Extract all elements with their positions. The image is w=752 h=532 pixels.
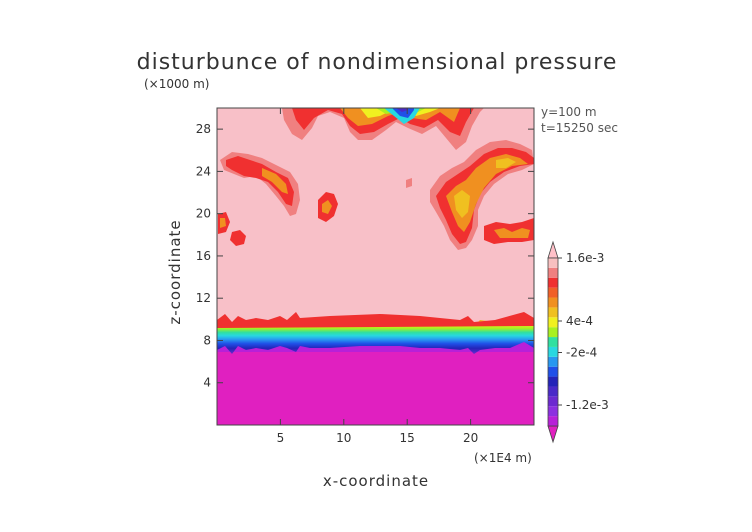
colorbar-swatch xyxy=(548,317,558,328)
colorbar-label: -1.2e-3 xyxy=(566,398,609,412)
y-tick-label: 20 xyxy=(196,207,211,221)
y-tick-label: 4 xyxy=(203,376,211,390)
colorbar-swatch xyxy=(548,386,558,397)
colorbar-swatch xyxy=(548,277,558,288)
region-top-center-blob xyxy=(282,108,484,150)
x-tick-label: 15 xyxy=(400,431,415,445)
colorbar-label: -2e-4 xyxy=(566,346,597,360)
colorbar-arrow-bottom xyxy=(547,425,559,444)
colorbar-arrow-top xyxy=(547,240,559,259)
y-axis-title: z-coordinate xyxy=(166,219,184,324)
colorbar-swatch xyxy=(548,258,558,268)
x-tick-label: 5 xyxy=(277,431,285,445)
colorbar-swatch xyxy=(548,267,558,278)
colorbar-label: 4e-4 xyxy=(566,314,593,328)
region-upper-background xyxy=(217,108,534,324)
colorbar-swatch xyxy=(548,337,558,347)
x-tick-label: 20 xyxy=(463,431,478,445)
colorbar-swatch xyxy=(548,297,558,308)
x-unit-label: (×1E4 m) xyxy=(474,451,532,465)
colorbar: 1.6e-3 4e-4 -2e-4 -1.2e-3 xyxy=(547,240,609,444)
colorbar-swatch xyxy=(548,376,558,387)
annotation-y: y=100 m xyxy=(541,105,597,119)
colorbar-label: 1.6e-3 xyxy=(566,251,604,265)
colorbar-swatch xyxy=(548,327,558,338)
x-tick-label: 10 xyxy=(336,431,351,445)
colorbar-swatch xyxy=(548,366,558,377)
region-upper-right-arc xyxy=(430,140,534,250)
y-axis: 4 8 12 16 20 24 28 xyxy=(196,122,534,390)
annotation-t: t=15250 sec xyxy=(541,121,618,135)
y-tick-label: 16 xyxy=(196,249,211,263)
y-tick-label: 8 xyxy=(203,333,211,347)
colorbar-swatch xyxy=(548,396,558,407)
x-axis-title: x-coordinate xyxy=(323,472,429,490)
y-tick-label: 12 xyxy=(196,291,211,305)
colorbar-swatch xyxy=(548,406,558,417)
colorbar-frame xyxy=(547,257,559,427)
region-band-top-red xyxy=(217,312,534,328)
region-upper-left-patches xyxy=(218,152,412,246)
plot-frame xyxy=(216,107,535,426)
heatmap-field xyxy=(217,108,534,425)
region-lower-troposphere xyxy=(217,345,534,425)
colorbar-swatch xyxy=(548,287,558,298)
z-unit-label: (×1000 m) xyxy=(144,77,209,91)
colorbar-swatch xyxy=(548,356,558,367)
x-axis: 5 10 15 20 xyxy=(277,108,478,445)
chart-title: disturbunce of nondimensional pressure xyxy=(137,50,618,75)
colorbar-swatch xyxy=(548,307,558,318)
colorbar-swatch xyxy=(548,416,558,426)
y-tick-label: 28 xyxy=(196,122,211,136)
colorbar-swatch xyxy=(548,346,558,357)
y-tick-label: 24 xyxy=(196,164,211,178)
